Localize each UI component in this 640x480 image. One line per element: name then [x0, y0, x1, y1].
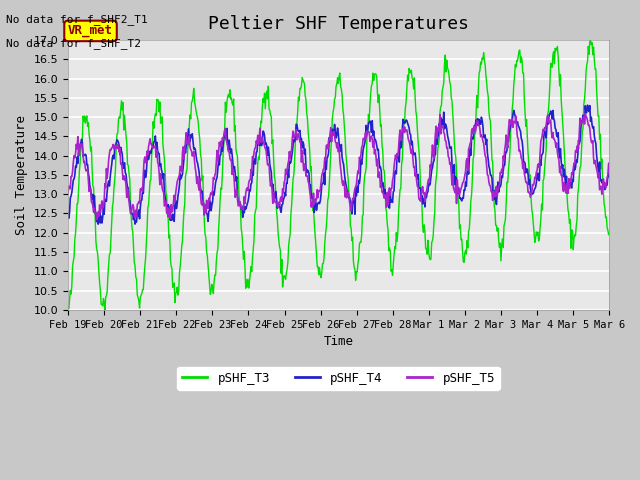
pSHF_T5	[93, 216, 100, 222]
pSHF_T5	[64, 190, 72, 196]
pSHF_T4	[584, 102, 591, 108]
pSHF_T4	[214, 166, 221, 172]
Y-axis label: Soil Temperature: Soil Temperature	[15, 115, 28, 235]
pSHF_T3	[101, 310, 109, 315]
pSHF_T4	[605, 169, 613, 175]
pSHF_T5	[214, 158, 221, 164]
Legend: pSHF_T3, pSHF_T4, pSHF_T5: pSHF_T3, pSHF_T4, pSHF_T5	[177, 367, 500, 390]
pSHF_T3	[214, 246, 221, 252]
pSHF_T3	[421, 228, 429, 234]
pSHF_T4	[74, 160, 82, 166]
Line: pSHF_T3: pSHF_T3	[68, 39, 609, 312]
Text: No data for f_SHF2_T1: No data for f_SHF2_T1	[6, 14, 148, 25]
pSHF_T4	[131, 210, 138, 216]
pSHF_T3	[131, 259, 138, 265]
pSHF_T5	[74, 134, 82, 140]
pSHF_T5	[186, 133, 193, 139]
pSHF_T5	[421, 199, 429, 204]
pSHF_T4	[64, 210, 72, 216]
Text: No data for f_SHF_T2: No data for f_SHF_T2	[6, 38, 141, 49]
pSHF_T5	[605, 160, 613, 166]
pSHF_T3	[186, 123, 193, 129]
pSHF_T3	[587, 36, 595, 42]
pSHF_T3	[64, 304, 72, 310]
pSHF_T4	[94, 221, 102, 227]
pSHF_T3	[405, 66, 413, 72]
pSHF_T5	[405, 138, 413, 144]
Text: VR_met: VR_met	[68, 24, 113, 37]
X-axis label: Time: Time	[324, 335, 354, 348]
Line: pSHF_T4: pSHF_T4	[68, 105, 609, 224]
pSHF_T4	[186, 139, 193, 145]
pSHF_T3	[74, 201, 82, 206]
pSHF_T4	[405, 125, 413, 131]
pSHF_T5	[131, 213, 138, 218]
pSHF_T4	[421, 204, 429, 210]
pSHF_T3	[605, 230, 613, 236]
Line: pSHF_T5: pSHF_T5	[68, 114, 609, 219]
Title: Peltier SHF Temperatures: Peltier SHF Temperatures	[208, 15, 469, 33]
pSHF_T5	[582, 111, 589, 117]
